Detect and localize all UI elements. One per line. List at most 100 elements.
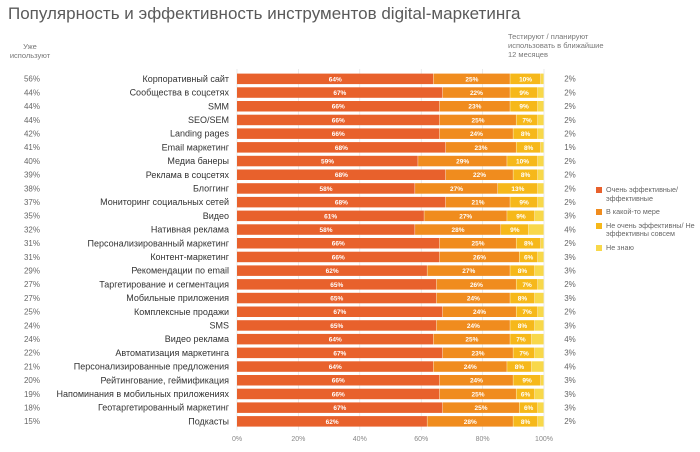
bar-label-somewhat: 25% xyxy=(475,405,488,412)
bar-segment-not-effective xyxy=(510,196,538,208)
already-using-value: 29% xyxy=(24,266,40,275)
bar-label-very-effective: 64% xyxy=(329,364,342,371)
bar-label-somewhat: 24% xyxy=(467,323,480,330)
testing-planning-value: 2% xyxy=(564,417,576,426)
bar-label-very-effective: 66% xyxy=(332,378,345,385)
bar-segment-not-effective xyxy=(510,292,535,304)
bar-segment-not-effective xyxy=(510,265,535,276)
bar-label-somewhat: 24% xyxy=(470,131,483,138)
category-label: Напоминания в мобильных приложениях xyxy=(56,389,229,399)
legend-item-dont-know: Не знаю xyxy=(596,243,700,253)
bar-label-somewhat: 23% xyxy=(475,145,488,152)
category-label: Видео xyxy=(203,211,229,221)
x-tick-label: 60% xyxy=(414,436,428,443)
testing-planning-value: 3% xyxy=(564,321,576,330)
bar-segment-dont-know xyxy=(537,402,544,413)
legend-label-very-effective: Очень эффективные/ эффективные xyxy=(606,185,679,203)
bar-label-not-effective: 8% xyxy=(521,131,531,138)
already-using-value: 19% xyxy=(24,390,40,399)
bar-label-not-effective: 9% xyxy=(516,213,526,220)
bar-label-somewhat: 25% xyxy=(465,76,478,83)
bar-label-not-effective: 10% xyxy=(519,76,532,83)
bar-label-somewhat: 25% xyxy=(471,391,484,398)
bar-segment-very-effective xyxy=(237,238,440,249)
bar-segment-somewhat xyxy=(439,114,516,126)
bar-label-not-effective: 8% xyxy=(521,172,531,179)
bar-segment-dont-know xyxy=(537,114,544,126)
bar-segment-very-effective xyxy=(237,402,443,413)
category-label: SMS xyxy=(209,320,229,330)
legend-swatch-not-effective xyxy=(596,222,602,229)
bar-label-somewhat: 22% xyxy=(470,90,483,97)
x-tick-label: 0% xyxy=(232,436,242,443)
bar-segment-very-effective xyxy=(237,251,440,263)
bar-segment-not-effective xyxy=(516,279,538,290)
bar-segment-very-effective xyxy=(237,101,440,112)
bar-segment-somewhat xyxy=(427,265,510,276)
legend-item-very-effective: Очень эффективные/ эффективные xyxy=(596,185,700,203)
bar-label-very-effective: 67% xyxy=(333,309,346,316)
bar-label-not-effective: 7% xyxy=(522,309,532,316)
already-using-value: 42% xyxy=(24,129,40,138)
category-label: Рейтингование, геймификация xyxy=(100,375,229,385)
category-label: SMM xyxy=(208,101,229,111)
bar-segment-not-effective xyxy=(513,375,541,386)
testing-planning-value: 3% xyxy=(564,376,576,385)
bar-label-somewhat: 25% xyxy=(471,241,484,248)
bar-segment-not-effective xyxy=(510,101,538,112)
bar-segment-very-effective xyxy=(237,196,446,208)
testing-planning-value: 2% xyxy=(564,198,576,207)
bar-segment-very-effective xyxy=(237,361,434,372)
bar-segment-dont-know xyxy=(540,142,544,153)
testing-planning-value: 2% xyxy=(564,239,576,248)
already-using-value: 56% xyxy=(24,75,40,84)
bar-segment-dont-know xyxy=(537,183,544,194)
bar-label-somewhat: 24% xyxy=(464,364,477,371)
already-using-value: 31% xyxy=(24,239,40,248)
already-using-value: 22% xyxy=(24,349,40,358)
legend: Очень эффективные/ эффективные В какой-т… xyxy=(596,185,700,257)
already-using-value: 40% xyxy=(24,157,40,166)
bar-label-very-effective: 67% xyxy=(333,90,346,97)
bar-segment-somewhat xyxy=(439,101,510,112)
bar-segment-very-effective xyxy=(237,73,434,85)
bar-segment-not-effective xyxy=(513,169,538,180)
bar-segment-not-effective xyxy=(501,224,529,235)
bar-label-somewhat: 22% xyxy=(473,172,486,179)
bar-label-not-effective: 7% xyxy=(516,337,526,344)
category-label: Мобильные приложения xyxy=(126,293,229,303)
bar-label-very-effective: 66% xyxy=(332,131,345,138)
bar-segment-somewhat xyxy=(439,375,513,386)
bar-label-not-effective: 9% xyxy=(510,227,520,234)
bar-segment-very-effective xyxy=(237,306,443,317)
bar-label-somewhat: 26% xyxy=(470,282,483,289)
bar-label-very-effective: 66% xyxy=(332,117,345,124)
bar-label-very-effective: 65% xyxy=(330,323,343,330)
bar-label-somewhat: 26% xyxy=(473,254,486,261)
bar-segment-not-effective xyxy=(513,347,535,359)
category-label: Подкасты xyxy=(188,416,229,426)
legend-swatch-very-effective xyxy=(596,187,602,193)
chart-title: Популярность и эффективность инструменто… xyxy=(8,4,521,23)
bar-label-somewhat: 28% xyxy=(464,419,477,426)
bar-label-very-effective: 65% xyxy=(330,295,343,302)
bar-label-not-effective: 10% xyxy=(516,158,529,165)
bar-label-somewhat: 24% xyxy=(470,378,483,385)
bar-segment-dont-know xyxy=(537,101,544,112)
bar-segment-very-effective xyxy=(237,375,440,386)
bar-label-not-effective: 9% xyxy=(519,90,529,97)
bar-segment-very-effective xyxy=(237,169,446,180)
bar-segment-very-effective xyxy=(237,279,437,290)
bar-segment-dont-know xyxy=(540,73,544,85)
bar-label-very-effective: 58% xyxy=(320,186,333,193)
bar-label-somewhat: 24% xyxy=(467,295,480,302)
bar-segment-very-effective xyxy=(237,265,427,276)
already-using-value: 44% xyxy=(24,102,40,111)
bar-label-very-effective: 66% xyxy=(332,391,345,398)
bar-segment-not-effective xyxy=(510,73,541,85)
bar-segment-not-effective xyxy=(507,361,532,372)
bar-segment-very-effective xyxy=(237,347,443,359)
testing-planning-value: 2% xyxy=(564,184,576,193)
header-testing-planning: Тестируют / планируют использовать в бли… xyxy=(508,32,604,59)
testing-planning-value: 3% xyxy=(564,294,576,303)
